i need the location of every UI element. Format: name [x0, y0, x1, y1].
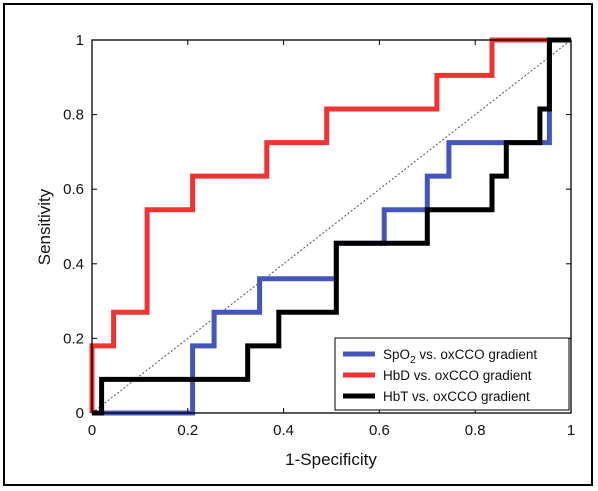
y-tick-label: 0.6 — [63, 181, 84, 198]
series-line-2 — [89, 37, 571, 413]
y-axis-ticks: 0 0.2 0.4 0.6 0.8 1 — [63, 32, 571, 422]
legend: SpO2 vs. oxCCO gradient HbD vs. oxCCO gra… — [334, 337, 570, 411]
y-tick-label: 0.8 — [63, 107, 84, 124]
axes-box — [91, 39, 572, 414]
series-line-3 — [92, 37, 571, 416]
x-tick-label: 0.6 — [369, 422, 390, 439]
diagonal-reference-line — [91, 39, 572, 414]
plot-area — [89, 37, 572, 416]
y-tick-label: 0.4 — [63, 256, 84, 273]
y-tick-label: 1 — [76, 32, 84, 49]
y-axis-title: Sensitivity — [35, 188, 54, 265]
x-tick-label: 0 — [88, 422, 96, 439]
legend-label-2: HbD vs. oxCCO gradient — [383, 368, 532, 383]
x-tick-label: 0.4 — [273, 422, 294, 439]
y-tick-label: 0 — [76, 405, 84, 422]
x-axis-title: 1-Specificity — [285, 450, 377, 469]
legend-label-3: HbT vs. oxCCO gradient — [383, 389, 530, 404]
y-tick-label: 0.2 — [63, 330, 84, 347]
x-tick-label: 1 — [567, 422, 575, 439]
legend-label-1: SpO2 vs. oxCCO gradient — [383, 347, 537, 366]
x-tick-label: 0.8 — [465, 422, 486, 439]
x-tick-label: 0.2 — [177, 422, 198, 439]
x-axis-ticks: 0 0.2 0.4 0.6 0.8 1 — [88, 40, 575, 439]
